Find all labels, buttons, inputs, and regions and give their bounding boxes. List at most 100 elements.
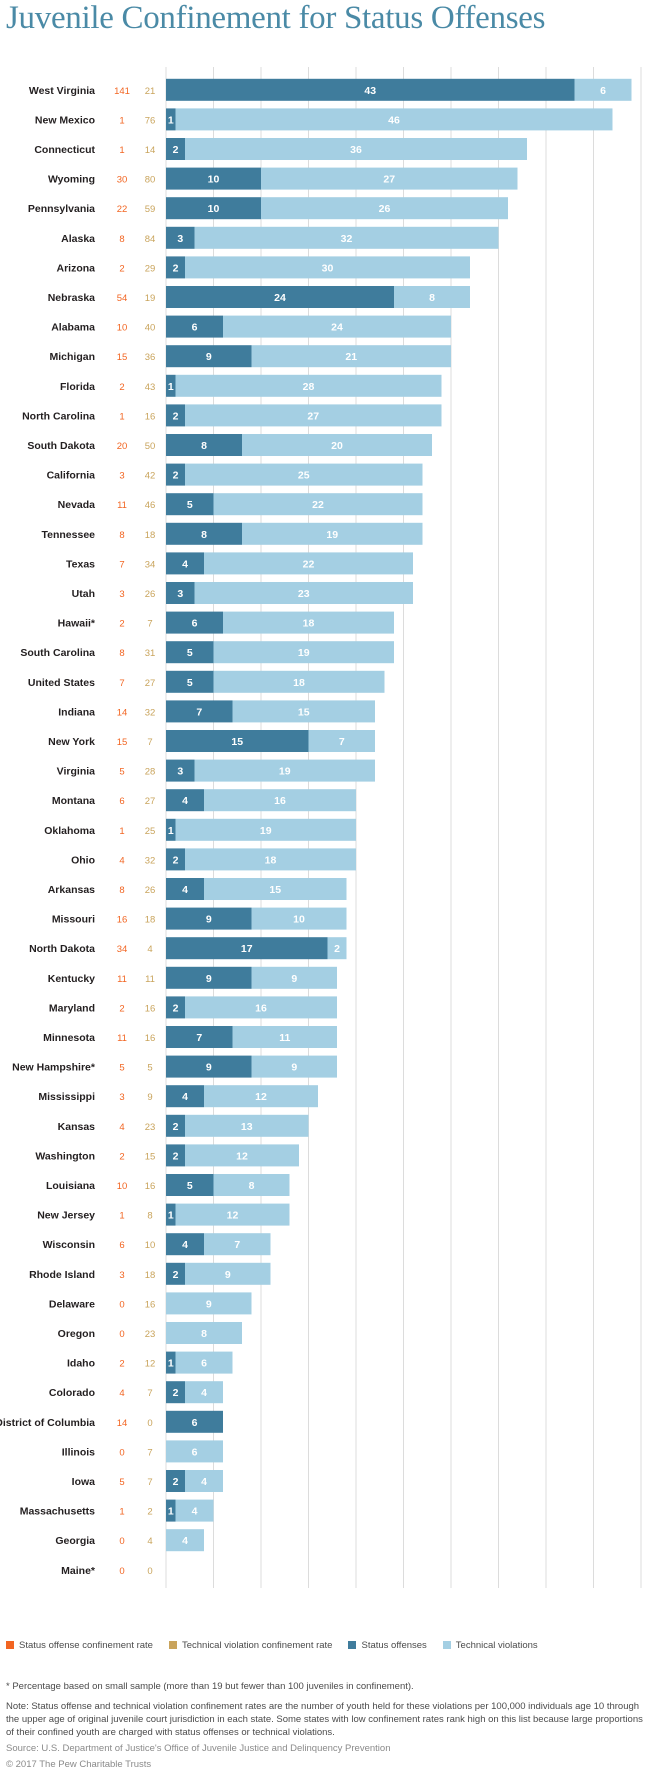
- technical-violation-bar: [204, 789, 356, 812]
- technical-violation-bar: [251, 907, 347, 930]
- status-rate-label: 4: [119, 855, 124, 866]
- technical-violation-value: 9: [206, 1298, 212, 1310]
- status-rate-label: 30: [117, 175, 128, 186]
- state-label: Delaware: [49, 1298, 95, 1310]
- technical-rate-label: 16: [145, 1033, 156, 1044]
- technical-violation-value: 8: [249, 1180, 255, 1192]
- status-offense-bar: [166, 1470, 185, 1492]
- technical-violation-value: 9: [291, 1062, 297, 1074]
- technical-violation-bar: [175, 1499, 214, 1522]
- status-offense-bar: [166, 138, 185, 160]
- technical-violation-bar: [185, 463, 423, 486]
- state-label: Idaho: [67, 1358, 95, 1370]
- state-label: Massachusetts: [20, 1506, 95, 1518]
- technical-rate-label: 36: [145, 352, 156, 363]
- technical-violation-value: 30: [322, 262, 334, 274]
- technical-rate-label: 25: [145, 826, 156, 837]
- status-rate-label: 8: [119, 234, 124, 245]
- status-offense-value: 2: [173, 470, 179, 482]
- technical-violation-bar: [185, 138, 527, 160]
- technical-violation-bar: [213, 493, 423, 516]
- technical-violation-bar: [175, 108, 613, 131]
- technical-violation-bar: [185, 996, 337, 1019]
- status-offense-value: 15: [231, 736, 243, 748]
- technical-rate-label: 50: [145, 441, 156, 452]
- technical-violation-bar: [251, 1055, 337, 1078]
- technical-violation-value: 6: [192, 1446, 198, 1458]
- status-offense-value: 1: [168, 114, 174, 126]
- status-offense-value: 2: [173, 1269, 179, 1281]
- technical-rate-label: 12: [145, 1359, 156, 1370]
- technical-violation-bar: [213, 670, 385, 693]
- status-offense-value: 1: [168, 825, 174, 837]
- state-label: New Hampshire*: [12, 1062, 96, 1074]
- technical-rate-label: 32: [145, 855, 156, 866]
- status-offense-value: 43: [364, 85, 376, 97]
- technical-violation-bar: [185, 1381, 223, 1404]
- status-offense-value: 1: [168, 1210, 174, 1222]
- technical-rate-label: 23: [145, 1122, 156, 1133]
- status-rate-label: 141: [114, 86, 130, 97]
- technical-violation-bar: [574, 78, 632, 101]
- status-rate-label: 22: [117, 204, 128, 215]
- technical-rate-label: 27: [145, 796, 156, 807]
- state-label: California: [47, 470, 96, 482]
- technical-rate-label: 2: [147, 1507, 152, 1518]
- state-label: Alaska: [61, 233, 95, 245]
- status-rate-label: 1: [119, 1211, 124, 1222]
- technical-rate-label: 16: [145, 1299, 156, 1310]
- technical-violation-bar: [251, 345, 451, 368]
- status-offense-bar: [166, 700, 233, 723]
- technical-violation-value: 36: [350, 144, 362, 156]
- technical-violation-value: 16: [274, 795, 286, 807]
- technical-violation-value: 19: [326, 529, 338, 541]
- technical-violation-bar: [166, 1529, 204, 1552]
- status-rate-label: 14: [117, 707, 128, 718]
- technical-violation-value: 6: [600, 85, 606, 97]
- technical-violation-value: 18: [265, 854, 277, 866]
- status-rate-label: 2: [119, 1151, 124, 1162]
- technical-rate-label: 23: [145, 1329, 156, 1340]
- state-label: West Virginia: [29, 85, 95, 97]
- technical-violation-value: 20: [331, 440, 343, 452]
- status-rate-label: 8: [119, 885, 124, 896]
- status-offense-bar: [166, 1114, 185, 1137]
- status-rate-label: 3: [119, 471, 124, 482]
- status-offense-bar: [166, 1026, 233, 1048]
- state-label: North Carolina: [22, 410, 95, 422]
- status-offense-value: 5: [187, 647, 193, 659]
- technical-violation-bar: [213, 1174, 290, 1196]
- status-rate-label: 0: [119, 1536, 124, 1547]
- technical-violation-value: 7: [339, 736, 345, 748]
- status-offense-bar: [166, 1410, 223, 1433]
- status-offense-bar: [166, 374, 176, 397]
- state-label: Colorado: [49, 1387, 95, 1399]
- technical-rate-label: 7: [147, 1477, 152, 1488]
- status-rate-label: 11: [117, 1033, 127, 1044]
- status-rate-label: 8: [119, 530, 124, 541]
- technical-violation-value: 12: [255, 1091, 267, 1103]
- chart-svg: 0%5%10%15%20%25%30%35%40%45%50%West Virg…: [0, 67, 642, 1588]
- status-rate-label: 54: [117, 293, 128, 304]
- footnote: * Percentage based on small sample (more…: [6, 1681, 414, 1692]
- legend-item: Status offense confinement rate: [6, 1640, 153, 1651]
- technical-rate-label: 31: [145, 648, 156, 659]
- technical-rate-label: 7: [147, 1447, 152, 1458]
- state-label: New York: [48, 736, 95, 748]
- state-label: Maine*: [61, 1565, 96, 1577]
- status-offense-bar: [166, 1055, 252, 1078]
- status-rate-label: 15: [117, 352, 128, 363]
- status-rate-label: 3: [119, 1270, 124, 1281]
- status-rate-label: 2: [119, 263, 124, 274]
- technical-rate-label: 16: [145, 1181, 156, 1192]
- technical-violation-bar: [204, 552, 413, 575]
- status-rate-label: 0: [119, 1329, 124, 1340]
- technical-rate-label: 84: [145, 234, 156, 245]
- technical-rate-label: 5: [147, 1063, 152, 1074]
- status-offense-bar: [166, 315, 223, 338]
- state-label: Arizona: [56, 262, 95, 274]
- status-offense-value: 4: [182, 795, 188, 807]
- technical-violation-bar: [194, 226, 499, 249]
- status-offense-bar: [166, 818, 176, 841]
- legend-item: Technical violations: [442, 1640, 538, 1651]
